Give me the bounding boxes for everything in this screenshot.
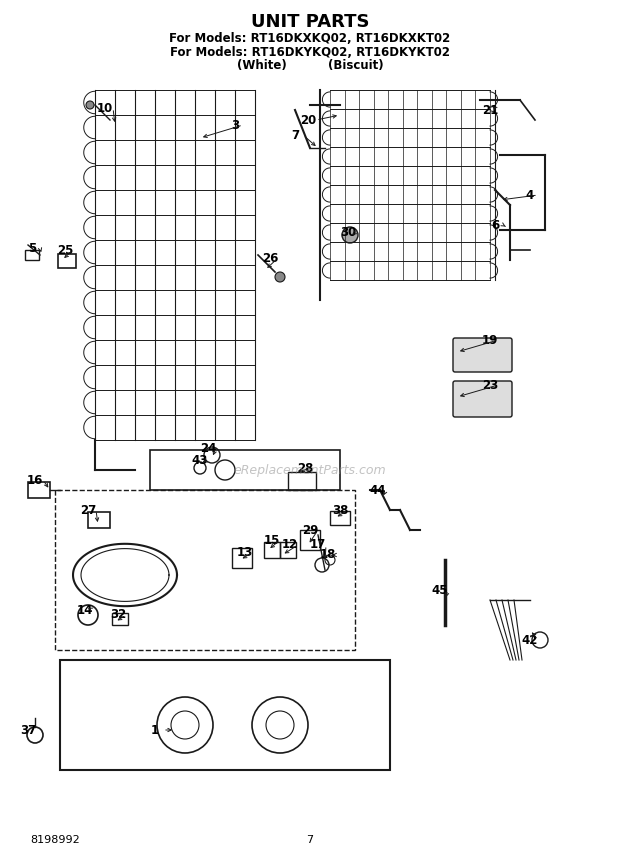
- Bar: [280, 542, 296, 558]
- Bar: [264, 542, 280, 558]
- Text: 24: 24: [200, 442, 216, 455]
- Bar: [330, 511, 350, 525]
- Text: 30: 30: [340, 225, 356, 239]
- Circle shape: [342, 227, 358, 243]
- Bar: [28, 482, 50, 498]
- Bar: [25, 250, 39, 260]
- Bar: [88, 512, 110, 528]
- Text: For Models: RT16DKXKQ02, RT16DKXKT02: For Models: RT16DKXKQ02, RT16DKXKT02: [169, 32, 451, 45]
- FancyBboxPatch shape: [453, 381, 512, 417]
- Bar: [232, 548, 252, 568]
- Text: 20: 20: [300, 114, 316, 127]
- Text: 5: 5: [28, 241, 36, 254]
- Text: 7: 7: [306, 835, 314, 845]
- Text: 43: 43: [192, 454, 208, 467]
- Text: 25: 25: [57, 243, 73, 257]
- Text: 28: 28: [297, 461, 313, 474]
- Text: 14: 14: [77, 603, 93, 616]
- Text: 4: 4: [526, 188, 534, 201]
- Bar: [288, 472, 316, 490]
- Text: 6: 6: [491, 218, 499, 231]
- Text: eReplacementParts.com: eReplacementParts.com: [234, 463, 386, 477]
- Text: 17: 17: [310, 538, 326, 551]
- Text: 10: 10: [97, 102, 113, 115]
- Text: 1: 1: [151, 723, 159, 736]
- Text: 44: 44: [370, 484, 386, 496]
- Text: 32: 32: [110, 609, 126, 621]
- Text: 23: 23: [482, 378, 498, 391]
- Text: For Models: RT16DKYKQ02, RT16DKYKT02: For Models: RT16DKYKQ02, RT16DKYKT02: [170, 45, 450, 58]
- Bar: [112, 613, 128, 625]
- Text: 45: 45: [432, 584, 448, 597]
- Text: 27: 27: [80, 503, 96, 516]
- Text: 7: 7: [291, 128, 299, 141]
- Text: UNIT PARTS: UNIT PARTS: [250, 13, 370, 31]
- Text: 18: 18: [320, 549, 336, 562]
- Text: 37: 37: [20, 723, 36, 736]
- FancyBboxPatch shape: [453, 338, 512, 372]
- Text: 42: 42: [522, 633, 538, 646]
- Text: 3: 3: [231, 118, 239, 132]
- Text: 29: 29: [302, 524, 318, 537]
- Text: 12: 12: [282, 538, 298, 551]
- Text: 8198992: 8198992: [30, 835, 80, 845]
- Text: 13: 13: [237, 545, 253, 558]
- Text: 15: 15: [264, 533, 280, 546]
- Text: 21: 21: [482, 104, 498, 116]
- Circle shape: [86, 101, 94, 109]
- Text: 16: 16: [27, 473, 43, 486]
- Bar: [300, 530, 320, 550]
- Text: (White)          (Biscuit): (White) (Biscuit): [237, 58, 383, 72]
- Bar: [58, 254, 76, 268]
- Text: 26: 26: [262, 252, 278, 265]
- Text: 38: 38: [332, 503, 348, 516]
- Circle shape: [275, 272, 285, 282]
- Text: 19: 19: [482, 334, 498, 347]
